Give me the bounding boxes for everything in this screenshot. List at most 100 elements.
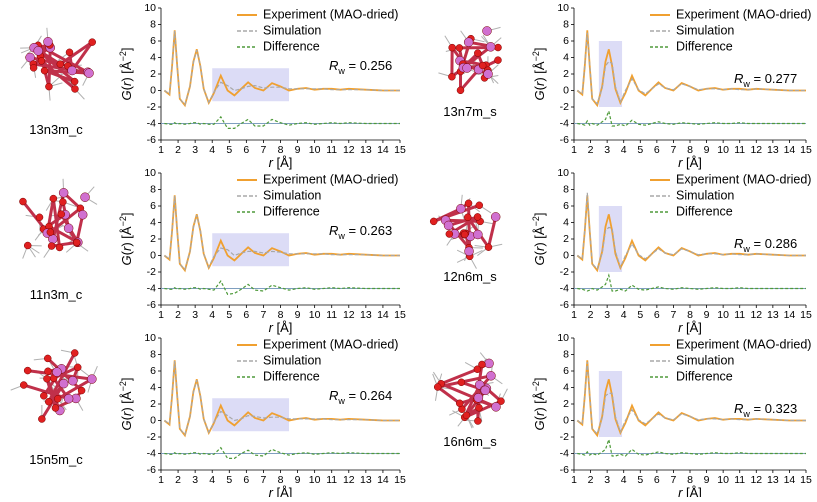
y-tick-label: 0: [563, 84, 569, 96]
legend-label: Simulation: [263, 188, 321, 202]
y-tick-label: -2: [147, 266, 156, 278]
atom: [446, 231, 453, 238]
x-label-part: [Å]: [682, 485, 702, 497]
x-tick-label: 4: [621, 144, 627, 156]
x-tick-label: 15: [800, 309, 812, 321]
atom: [448, 73, 455, 80]
annotation-part: = 0.286: [750, 236, 797, 251]
x-tick-label: 12: [750, 144, 762, 156]
x-tick-label: 5: [637, 309, 643, 321]
annotation-part: = 0.323: [750, 401, 797, 416]
x-tick-label: 10: [717, 144, 729, 156]
atom: [85, 69, 94, 78]
x-tick-label: 7: [261, 144, 267, 156]
atom: [457, 87, 464, 94]
atom: [36, 214, 43, 221]
atom: [30, 64, 37, 71]
x-label-part: [Å]: [682, 320, 702, 335]
y-tick-label: 10: [557, 332, 569, 344]
series-line: [164, 117, 400, 128]
x-tick-label: 2: [175, 309, 181, 321]
annotation-part: R: [734, 236, 743, 251]
annotation-part: = 0.256: [345, 58, 392, 73]
y-label-part: G: [119, 420, 134, 430]
y-tick-label: 6: [563, 365, 569, 377]
x-tick-label: 7: [671, 309, 677, 321]
atom: [456, 204, 465, 213]
y-tick-label: 2: [150, 233, 156, 245]
x-tick-label: 15: [800, 474, 812, 486]
y-label-part: −2: [118, 381, 128, 391]
x-tick-label: 9: [704, 144, 710, 156]
annotation-part: = 0.263: [345, 223, 392, 238]
atom: [78, 210, 87, 219]
y-label-part: ) [Å: [532, 391, 547, 412]
x-tick-label: 11: [326, 144, 337, 156]
atom: [34, 46, 43, 55]
atom: [478, 361, 485, 368]
x-tick-label: 9: [295, 144, 301, 156]
annotation-part: R: [329, 223, 338, 238]
atom: [464, 214, 471, 221]
y-tick-label: 4: [563, 216, 569, 228]
atom: [484, 70, 493, 79]
legend-label: Difference: [263, 204, 320, 218]
y-tick-label: 2: [150, 398, 156, 410]
x-tick-label: 7: [261, 474, 267, 486]
x-tick-label: 1: [571, 474, 577, 486]
y-tick-label: 2: [563, 68, 569, 80]
x-tick-label: 15: [394, 474, 406, 486]
atom: [71, 349, 78, 356]
x-tick-label: 14: [784, 144, 796, 156]
y-axis-label: G(r) [Å−2]: [118, 48, 134, 101]
y-tick-label: 0: [563, 414, 569, 426]
y-tick-label: -2: [147, 101, 156, 113]
y-axis-label: G(r) [Å−2]: [531, 378, 547, 431]
y-tick-label: 6: [150, 365, 156, 377]
atom: [486, 42, 495, 51]
x-tick-label: 13: [767, 474, 779, 486]
x-tick-label: 6: [654, 309, 660, 321]
x-tick-label: 3: [192, 144, 198, 156]
x-tick-label: 3: [604, 474, 610, 486]
atom: [71, 78, 78, 85]
molecule: [430, 195, 502, 269]
y-label-part: ) [Å: [119, 391, 134, 412]
y-tick-label: 10: [557, 167, 569, 179]
y-tick-label: -2: [560, 431, 569, 443]
x-tick-label: 11: [326, 309, 337, 321]
x-tick-label: 8: [687, 474, 693, 486]
atom: [73, 239, 80, 246]
legend-label: Experiment (MAO-dried): [263, 7, 398, 21]
atom: [78, 387, 85, 394]
annotation: Rw = 0.264: [329, 388, 392, 406]
y-tick-label: 8: [563, 183, 569, 195]
y-tick-label: -2: [560, 266, 569, 278]
structure-label: 12n6m_s: [443, 269, 497, 284]
atom: [449, 44, 456, 51]
atom: [44, 368, 51, 375]
structure-label: 13n7m_s: [443, 104, 497, 119]
y-axis-label: G(r) [Å−2]: [118, 213, 134, 266]
y-tick-label: 4: [150, 381, 156, 393]
legend-label: Simulation: [676, 23, 734, 37]
atom: [456, 400, 463, 407]
y-tick-label: 2: [563, 233, 569, 245]
y-tick-label: 10: [144, 332, 156, 344]
y-tick-label: -4: [560, 117, 569, 129]
y-tick-label: -6: [560, 464, 569, 476]
x-tick-label: 12: [343, 474, 355, 486]
atom: [474, 213, 481, 220]
annotation: Rw = 0.277: [734, 71, 797, 89]
x-tick-label: 4: [209, 474, 215, 486]
y-tick-label: 2: [150, 68, 156, 80]
series-line: [164, 281, 400, 294]
atom: [465, 200, 472, 207]
y-axis-label: G(r) [Å−2]: [118, 378, 134, 431]
atom: [54, 395, 61, 402]
atom: [81, 193, 90, 202]
y-tick-label: -2: [147, 431, 156, 443]
atom: [64, 394, 73, 403]
atom: [58, 211, 65, 218]
